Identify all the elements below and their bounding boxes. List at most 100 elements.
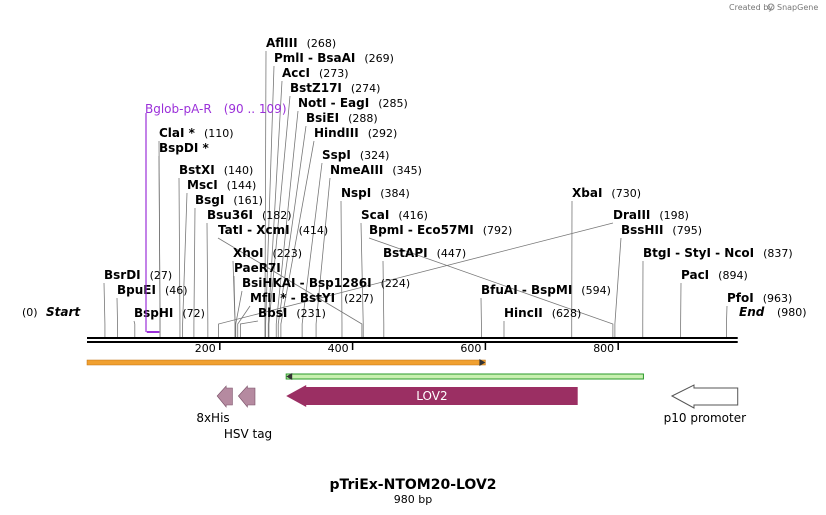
enzyme-name: BspHI xyxy=(134,306,173,320)
enzyme-leader-line xyxy=(277,125,307,337)
enzyme-leader-line xyxy=(340,200,343,337)
enzyme-label: BsiHKAI - Bsp1286I (224) xyxy=(242,276,410,290)
enzyme-position: (447) xyxy=(437,247,467,260)
map-length: 980 bp xyxy=(394,493,432,506)
enzyme-position: (792) xyxy=(483,224,513,237)
map-title: pTriEx-NTOM20-LOV2 xyxy=(329,477,496,493)
enzyme-name: AflIII xyxy=(266,36,298,50)
ruler-tick-label: 400 xyxy=(328,342,349,355)
enzyme-name: BbsI xyxy=(258,306,287,320)
enzyme-position: (594) xyxy=(581,284,611,297)
enzyme-position: (161) xyxy=(233,194,263,207)
enzyme-name: HindIII xyxy=(314,126,359,140)
hsv-tag-label: HSV tag xyxy=(224,427,272,441)
lov2-label: LOV2 xyxy=(416,389,447,403)
enzyme-label: ClaI * (110) xyxy=(159,126,234,140)
enzyme-position: (27) xyxy=(150,269,173,282)
enzyme-name: BstZ17I xyxy=(290,81,342,95)
ruler-tick-label: 200 xyxy=(195,342,216,355)
enzyme-leader-line xyxy=(315,177,331,337)
enzyme-leader-line xyxy=(103,282,106,337)
enzyme-leader-line xyxy=(116,297,118,337)
green-bar-arrowhead xyxy=(286,373,293,380)
enzyme-label: BfuAI - BspMI (594) xyxy=(481,283,611,297)
enzyme-name: BsgI xyxy=(195,193,224,207)
enzyme-name: PaeR7I xyxy=(234,261,281,275)
enzyme-name: BsiHKAI - Bsp1286I xyxy=(242,276,372,290)
enzyme-leader-line xyxy=(235,290,243,337)
enzyme-label: BpuEI (46) xyxy=(117,283,188,297)
enzyme-leader-line xyxy=(726,305,728,337)
enzyme-position: (416) xyxy=(398,209,428,222)
enzyme-name: HincII xyxy=(504,306,543,320)
green-feature-bar xyxy=(285,373,644,380)
enzyme-label: PaeR7I xyxy=(234,261,281,275)
enzyme-position: (837) xyxy=(763,247,793,260)
enzyme-position: (198) xyxy=(659,209,689,222)
primer-label: Bglob-pA-R (90 .. 109) xyxy=(145,102,287,116)
enzyme-label: BsrDI (27) xyxy=(104,268,172,282)
enzyme-name: BtgI - StyI - NcoI xyxy=(643,246,754,260)
enzyme-position: (182) xyxy=(262,209,292,222)
enzyme-position: (894) xyxy=(718,269,748,282)
enzyme-label: PmlI - BsaAI (269) xyxy=(274,51,394,65)
enzyme-name: ScaI xyxy=(361,208,389,222)
enzyme-name: NspI xyxy=(341,186,371,200)
enzyme-leader-line xyxy=(237,305,251,337)
enzyme-name: BsiEI xyxy=(306,111,339,125)
enzyme-position: (140) xyxy=(224,164,254,177)
end-label: End xyxy=(739,305,765,319)
enzyme-label: MscI (144) xyxy=(187,178,256,192)
features: LOV2 8xHis HSV tag p10 promoter xyxy=(86,359,746,441)
lov2-feature-arrow xyxy=(286,385,578,407)
enzyme-label: NmeAIII (345) xyxy=(330,163,422,177)
enzyme-leader-line xyxy=(239,320,259,337)
enzyme-name: NotI - EagI xyxy=(298,96,369,110)
enzyme-position: (730) xyxy=(611,187,641,200)
his-tag-label: 8xHis xyxy=(196,411,229,425)
enzyme-position: (110) xyxy=(204,127,234,140)
primer-name: Bglob-pA-R xyxy=(145,102,212,116)
hsv-tag-arrow xyxy=(237,385,256,408)
enzyme-name: PmlI - BsaAI xyxy=(274,51,355,65)
enzyme-name: BpmI - Eco57MI xyxy=(369,223,474,237)
enzyme-position: (231) xyxy=(296,307,326,320)
enzyme-leader-line xyxy=(193,207,196,337)
snapgene-logo: SnapGene xyxy=(767,3,818,12)
enzyme-label: AccI (273) xyxy=(282,66,349,80)
enzyme-position: (227) xyxy=(344,292,374,305)
enzyme-name: TatI - XcmI xyxy=(218,223,290,237)
enzyme-leader-line xyxy=(614,237,622,337)
ruler-tick-label: 600 xyxy=(460,342,481,355)
enzyme-position: (269) xyxy=(364,52,394,65)
enzyme-name: PfoI xyxy=(727,291,754,305)
enzyme-label: BsiEI (288) xyxy=(306,111,378,125)
enzyme-leader-line xyxy=(206,222,209,337)
enzyme-name: XbaI xyxy=(572,186,602,200)
enzyme-leader-line xyxy=(182,192,188,337)
enzyme-name: BpuEI xyxy=(117,283,156,297)
enzyme-leader-line xyxy=(217,237,363,337)
enzyme-name: AccI xyxy=(282,66,310,80)
enzyme-position: (285) xyxy=(378,97,408,110)
enzyme-label: Bsu36I (182) xyxy=(207,208,292,222)
enzyme-leader-line xyxy=(158,155,161,337)
enzyme-label: BstXI (140) xyxy=(179,163,253,177)
enzyme-leader-line xyxy=(368,237,614,337)
enzyme-leader-line xyxy=(133,320,136,337)
enzyme-position: (46) xyxy=(165,284,188,297)
enzyme-position: (268) xyxy=(307,37,337,50)
enzyme-label: BspDI * xyxy=(159,141,209,155)
enzyme-label: BpmI - Eco57MI (792) xyxy=(369,223,512,237)
enzyme-label: BstZ17I (274) xyxy=(290,81,380,95)
start-label: Start xyxy=(46,305,81,319)
p10-promoter-label: p10 promoter xyxy=(664,411,746,425)
enzyme-position: (224) xyxy=(381,277,411,290)
enzyme-name: Bsu36I xyxy=(207,208,253,222)
enzyme-name: BsrDI xyxy=(104,268,141,282)
enzyme-leader-line xyxy=(301,162,323,337)
enzyme-position: (223) xyxy=(273,247,303,260)
enzyme-name: BssHII xyxy=(621,223,663,237)
enzyme-position: (628) xyxy=(552,307,582,320)
enzyme-label: TatI - XcmI (414) xyxy=(218,223,328,237)
